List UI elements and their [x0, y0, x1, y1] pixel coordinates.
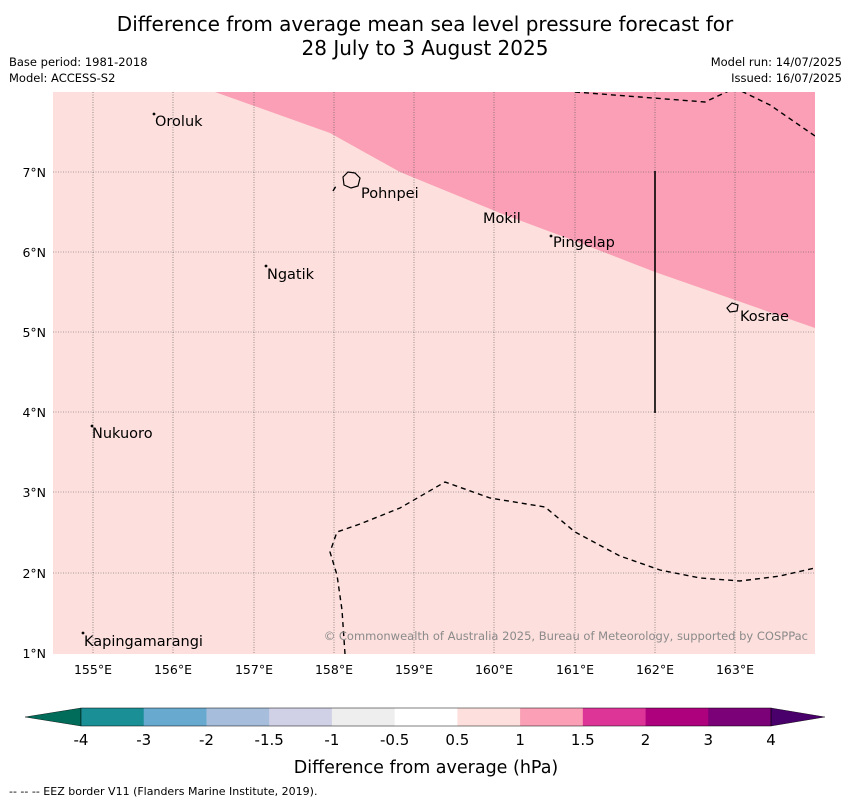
place-label-pohnpei: Pohnpei: [361, 186, 419, 202]
colorbar-segment-6: [457, 708, 521, 726]
colorbar-label-6: 0.5: [445, 731, 469, 749]
colorbar-label-9: 2: [641, 731, 651, 749]
colorbar-label-2: -2: [199, 731, 214, 749]
colorbar-label-0: -4: [74, 731, 89, 749]
title-line-2: 28 July to 3 August 2025: [301, 36, 549, 60]
lat-label-2: 2°N: [22, 566, 46, 581]
eez-borders: [329, 92, 815, 654]
colorbar-outline: [80, 707, 772, 727]
lon-label-158: 158°E: [315, 662, 353, 677]
longitude-labels: 155°E 156°E 157°E 158°E 159°E 160°E 161°…: [74, 662, 754, 677]
colorbar-segment-7: [520, 708, 584, 726]
colorbar-under-arrow: [24, 707, 82, 727]
colorbar-label-5: -0.5: [380, 731, 409, 749]
colorbar-segment-4: [331, 708, 395, 726]
oroluk-dot: [152, 112, 156, 116]
lat-label-1: 1°N: [22, 646, 46, 661]
place-label-oroluk: Oroluk: [155, 114, 203, 130]
model-run: Model run: 14/07/2025: [710, 55, 842, 69]
colorbar-label-10: 3: [703, 731, 713, 749]
lon-label-159: 159°E: [395, 662, 433, 677]
copyright-note: © Commonwealth of Australia 2025, Bureau…: [324, 629, 808, 643]
colorbar-segment-5: [394, 708, 458, 726]
map-panel: Oroluk Pohnpei Mokil Pingelap Ngatik Kos…: [53, 92, 815, 654]
place-labels: Oroluk Pohnpei Mokil Pingelap Ngatik Kos…: [84, 114, 789, 650]
lon-label-160: 160°E: [475, 662, 513, 677]
eez-border-south: [329, 481, 815, 654]
colorbar: -4 -3 -2 -1.5 -1 -0.5 0.5 1 1.5 2 3 4 Difference fr…: [24, 707, 826, 778]
colorbar-segment-1: [143, 708, 207, 726]
lon-label-157: 157°E: [235, 662, 273, 677]
colorbar-labels: -4 -3 -2 -1.5 -1 -0.5 0.5 1 1.5 2 3 4: [74, 731, 776, 749]
colorbar-label-7: 1: [515, 731, 525, 749]
colorbar-label-1: -3: [136, 731, 151, 749]
kapingamarangi-dot: [81, 631, 85, 635]
kosrae-island-shape: [726, 302, 739, 313]
colorbar-segment-2: [206, 708, 270, 726]
place-label-mokil: Mokil: [483, 211, 521, 227]
meta-right: Model run: 14/07/2025 Issued: 16/07/2025: [711, 54, 842, 86]
place-label-kapingamarangi: Kapingamarangi: [84, 634, 203, 650]
colorbar-segment-10: [708, 708, 772, 726]
lat-label-5: 5°N: [22, 325, 46, 340]
nukuoro-dot: [90, 424, 94, 428]
colorbar-segment-3: [269, 708, 333, 726]
lat-label-3: 3°N: [22, 485, 46, 500]
lat-label-4: 4°N: [22, 405, 46, 420]
lon-label-156: 156°E: [154, 662, 192, 677]
issued-date: Issued: 16/07/2025: [731, 71, 842, 85]
anomaly-class-1-1.5: [215, 92, 815, 328]
title-line-1: Difference from average mean sea level p…: [116, 12, 734, 36]
eez-legend-note: -- -- -- EEZ border V11 (Flanders Marine…: [9, 785, 318, 798]
base-period: Base period: 1981-2018: [9, 55, 148, 69]
colorbar-segment-8: [582, 708, 646, 726]
lon-label-162: 162°E: [636, 662, 674, 677]
place-label-nukuoro: Nukuoro: [92, 426, 153, 442]
eez-border-north: [574, 92, 815, 137]
pohnpei-island-shape: [342, 171, 361, 189]
colorbar-segment-0: [81, 708, 145, 726]
place-label-pingelap: Pingelap: [553, 235, 615, 251]
place-label-ngatik: Ngatik: [267, 267, 315, 283]
colorbar-label-4: -1: [324, 731, 339, 749]
colorbar-over-arrow: [770, 707, 826, 727]
meta-left: Base period: 1981-2018 Model: ACCESS-S2: [9, 54, 148, 86]
place-label-kosrae: Kosrae: [740, 309, 789, 325]
lat-label-6: 6°N: [22, 245, 46, 260]
chart-title: Difference from average mean sea level p…: [0, 12, 850, 60]
lon-label-161: 161°E: [556, 662, 594, 677]
colorbar-label-8: 1.5: [571, 731, 595, 749]
latitude-labels: 7°N 6°N 5°N 4°N 3°N 2°N 1°N: [22, 165, 46, 661]
lon-label-155: 155°E: [74, 662, 112, 677]
pingelap-dot: [549, 234, 553, 238]
colorbar-segments: [81, 708, 772, 726]
eez-border-fragment: [332, 185, 337, 192]
islands: [81, 112, 739, 635]
model-name: Model: ACCESS-S2: [9, 71, 116, 85]
colorbar-label-3: -1.5: [255, 731, 284, 749]
lon-label-163: 163°E: [716, 662, 754, 677]
lat-label-7: 7°N: [22, 165, 46, 180]
colorbar-label-11: 4: [766, 731, 776, 749]
colorbar-segment-9: [645, 708, 709, 726]
ngatik-dot: [264, 264, 268, 268]
colorbar-title: Difference from average (hPa): [294, 758, 559, 778]
